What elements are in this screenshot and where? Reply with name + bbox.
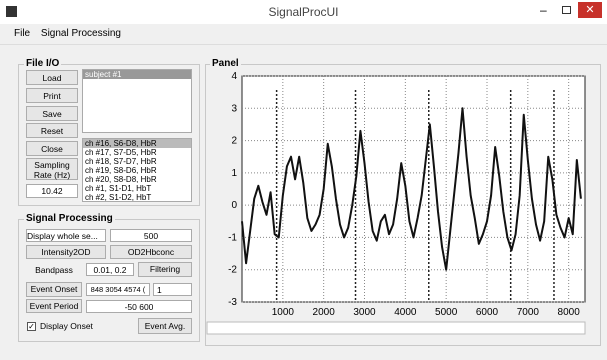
x-tick-label: 5000 bbox=[435, 307, 458, 318]
subject-list[interactable]: subject #1 bbox=[82, 69, 192, 133]
y-tick-label: -1 bbox=[228, 232, 237, 243]
y-tick-label: 0 bbox=[231, 200, 237, 211]
button[interactable]: Intensity2OD bbox=[26, 245, 106, 259]
title-bar: SignalProcUI – ✕ bbox=[0, 0, 607, 24]
menu-item[interactable]: File bbox=[14, 28, 31, 39]
event-popup[interactable]: 1 bbox=[153, 283, 192, 296]
y-tick-label: 3 bbox=[231, 103, 237, 114]
y-tick-label: -2 bbox=[228, 265, 237, 276]
button[interactable]: Print bbox=[26, 88, 78, 103]
list-item[interactable]: ch #17, S7-D5, HbR bbox=[85, 148, 157, 157]
file-io-group bbox=[18, 64, 200, 206]
signal-line bbox=[241, 107, 582, 271]
event-period-edit[interactable]: -50 600 bbox=[86, 300, 192, 313]
list-item[interactable]: ch #18, S7-D7, HbR bbox=[85, 157, 157, 166]
button[interactable]: Close bbox=[26, 141, 78, 156]
button[interactable]: Reset bbox=[26, 123, 78, 138]
label: Event Onset bbox=[26, 282, 82, 297]
window-title: SignalProcUI bbox=[268, 5, 339, 19]
x-tick-label: 7000 bbox=[517, 307, 540, 318]
maximize[interactable] bbox=[562, 6, 571, 14]
bandpass-edit[interactable]: 0.01, 0.2 bbox=[86, 263, 134, 276]
minimize[interactable]: – bbox=[540, 3, 547, 17]
label: Bandpass bbox=[35, 265, 73, 275]
x-tick-label: 3000 bbox=[353, 307, 376, 318]
button[interactable]: Event Avg. bbox=[138, 318, 192, 334]
window-edit[interactable]: 500 bbox=[110, 229, 192, 242]
menu-item[interactable]: Signal Processing bbox=[40, 28, 121, 39]
event-onset-edit[interactable]: 848 3054 4574 ( bbox=[86, 283, 150, 296]
group-title: Signal Processing bbox=[24, 213, 115, 224]
group-title: File I/O bbox=[24, 58, 62, 69]
button[interactable]: OD2Hbconc bbox=[110, 245, 192, 259]
list-item[interactable]: ch #20, S8-D8, HbR bbox=[85, 175, 157, 184]
button[interactable]: Load bbox=[26, 70, 78, 85]
y-tick-label: 1 bbox=[231, 168, 237, 179]
y-tick-label: 4 bbox=[231, 71, 237, 82]
checkbox[interactable]: ✓ bbox=[27, 322, 36, 331]
app-icon bbox=[6, 6, 17, 17]
list-item[interactable]: ch #19, S8-D6, HbR bbox=[85, 166, 157, 175]
panel-group bbox=[205, 64, 601, 346]
separator bbox=[0, 44, 607, 45]
label: Event Period bbox=[26, 299, 82, 313]
scrollbar[interactable] bbox=[206, 321, 586, 335]
x-tick-label: 6000 bbox=[476, 307, 499, 318]
plot: -3 -2 -1 0 1 2 3 4 1000 2000 3000 4000 5000 6000 7000 8… bbox=[206, 71, 586, 335]
checkbox-label: Display Onset bbox=[40, 321, 93, 331]
button[interactable]: Save bbox=[26, 106, 78, 121]
button[interactable]: Filtering bbox=[138, 262, 192, 277]
group-title: Panel bbox=[210, 58, 241, 69]
x-tick-label: 2000 bbox=[313, 307, 336, 318]
list-item[interactable]: ch #2, S1-D2, HbT bbox=[85, 193, 152, 202]
x-tick-label: 8000 bbox=[558, 307, 581, 318]
sampling-rate-edit[interactable]: 10.42 bbox=[26, 184, 78, 198]
list-item[interactable]: subject #1 bbox=[83, 70, 191, 79]
list-item[interactable]: ch #1, S1-D1, HbT bbox=[85, 184, 152, 193]
y-tick-label: 2 bbox=[231, 136, 237, 147]
x-tick-label: 4000 bbox=[394, 307, 417, 318]
channel-list[interactable]: ch #16, S6-D8, HbR ch #17, S7-D5, HbR ch #… bbox=[82, 138, 192, 202]
menu-bar: File Signal Processing bbox=[0, 28, 121, 39]
list-item[interactable]: ch #16, S6-D8, HbR bbox=[83, 139, 191, 148]
axes-area bbox=[241, 75, 586, 303]
y-tick-label: -3 bbox=[228, 297, 237, 308]
close[interactable]: ✕ bbox=[578, 2, 602, 18]
x-tick-label: 1000 bbox=[272, 307, 295, 318]
display-popup[interactable]: Display whole se... bbox=[26, 229, 106, 242]
button[interactable]: Sampling Rate (Hz) bbox=[26, 158, 78, 180]
